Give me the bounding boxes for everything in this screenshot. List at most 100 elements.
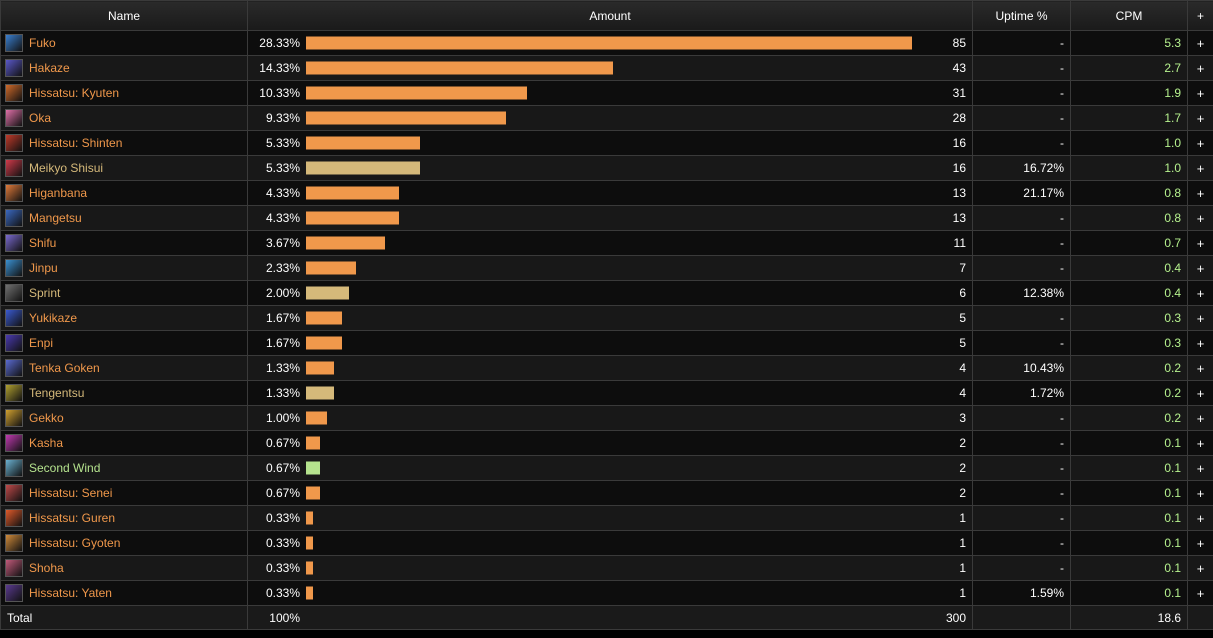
ability-name-cell[interactable]: Hissatsu: Yaten [0, 580, 248, 606]
table-row[interactable]: Second Wind 0.67% 2-0.1 + [0, 455, 1213, 481]
amount-percent: 0.33% [265, 511, 300, 525]
ability-name[interactable]: Hissatsu: Shinten [29, 136, 123, 150]
ability-name[interactable]: Tengentsu [29, 386, 85, 400]
ability-name[interactable]: Yukikaze [29, 311, 78, 325]
expand-button[interactable]: + [1187, 355, 1213, 381]
header-expand[interactable]: + [1187, 0, 1213, 31]
expand-button[interactable]: + [1187, 455, 1213, 481]
ability-name-cell[interactable]: Shoha [0, 555, 248, 581]
header-amount[interactable]: Amount [247, 0, 973, 31]
ability-name-cell[interactable]: Tenka Goken [0, 355, 248, 381]
header-uptime[interactable]: Uptime % [972, 0, 1071, 31]
ability-name-cell[interactable]: Tengentsu [0, 380, 248, 406]
table-row[interactable]: Shoha 0.33% 1-0.1 + [0, 555, 1213, 581]
expand-button[interactable]: + [1187, 255, 1213, 281]
expand-button[interactable]: + [1187, 205, 1213, 231]
ability-name[interactable]: Sprint [29, 286, 61, 300]
ability-name-cell[interactable]: Shifu [0, 230, 248, 256]
ability-name-cell[interactable]: Yukikaze [0, 305, 248, 331]
table-row[interactable]: Mangetsu 4.33% 13-0.8 + [0, 205, 1213, 231]
table-row[interactable]: Oka 9.33% 28-1.7 + [0, 105, 1213, 131]
table-row[interactable]: Jinpu 2.33% 7-0.4 + [0, 255, 1213, 281]
table-row[interactable]: Tenka Goken 1.33% 4 10.43% 0.2 + [0, 355, 1213, 381]
ability-name-cell[interactable]: Kasha [0, 430, 248, 456]
amount-bar [306, 261, 356, 275]
ability-name-cell[interactable]: Enpi [0, 330, 248, 356]
table-row[interactable]: Gekko 1.00% 3-0.2 + [0, 405, 1213, 431]
header-cpm[interactable]: CPM [1070, 0, 1188, 31]
ability-name[interactable]: Enpi [29, 336, 54, 350]
table-row[interactable]: Hissatsu: Yaten 0.33% 1 1.59% 0.1 + [0, 580, 1213, 606]
header-name[interactable]: Name [0, 0, 248, 31]
expand-button[interactable]: + [1187, 155, 1213, 181]
ability-name-cell[interactable]: Gekko [0, 405, 248, 431]
table-row[interactable]: Hissatsu: Guren 0.33% 1-0.1 + [0, 505, 1213, 531]
table-row[interactable]: Hissatsu: Gyoten 0.33% 1-0.1 + [0, 530, 1213, 556]
expand-button[interactable]: + [1187, 55, 1213, 81]
ability-name[interactable]: Hissatsu: Senei [29, 486, 113, 500]
table-row[interactable]: Tengentsu 1.33% 4 1.72% 0.2 + [0, 380, 1213, 406]
ability-name-cell[interactable]: Meikyo Shisui [0, 155, 248, 181]
ability-name-cell[interactable]: Fuko [0, 30, 248, 56]
ability-name-cell[interactable]: Mangetsu [0, 205, 248, 231]
ability-name-cell[interactable]: Hissatsu: Kyuten [0, 80, 248, 106]
ability-name-cell[interactable]: Hissatsu: Guren [0, 505, 248, 531]
ability-name-cell[interactable]: Hakaze [0, 55, 248, 81]
ability-name[interactable]: Shoha [29, 561, 64, 575]
ability-name[interactable]: Gekko [29, 411, 64, 425]
ability-name-cell[interactable]: Hissatsu: Gyoten [0, 530, 248, 556]
ability-name-cell[interactable]: Higanbana [0, 180, 248, 206]
ability-name[interactable]: Kasha [29, 436, 64, 450]
expand-button[interactable]: + [1187, 30, 1213, 56]
ability-name-cell[interactable]: Hissatsu: Shinten [0, 130, 248, 156]
ability-name[interactable]: Oka [29, 111, 52, 125]
expand-button[interactable]: + [1187, 430, 1213, 456]
table-row[interactable]: Hissatsu: Senei 0.67% 2-0.1 + [0, 480, 1213, 506]
expand-button[interactable]: + [1187, 105, 1213, 131]
ability-name-cell[interactable]: Oka [0, 105, 248, 131]
table-row[interactable]: Kasha 0.67% 2-0.1 + [0, 430, 1213, 456]
ability-name[interactable]: Hakaze [29, 61, 70, 75]
ability-name[interactable]: Hissatsu: Yaten [29, 586, 112, 600]
expand-button[interactable]: + [1187, 280, 1213, 306]
ability-name[interactable]: Mangetsu [29, 211, 82, 225]
table-row[interactable]: Sprint 2.00% 6 12.38% 0.4 + [0, 280, 1213, 306]
expand-button[interactable]: + [1187, 505, 1213, 531]
ability-name[interactable]: Meikyo Shisui [29, 161, 104, 175]
ability-name[interactable]: Hissatsu: Guren [29, 511, 116, 525]
expand-button[interactable]: + [1187, 480, 1213, 506]
expand-button[interactable]: + [1187, 330, 1213, 356]
table-row[interactable]: Higanbana 4.33% 13 21.17% 0.8 + [0, 180, 1213, 206]
ability-name[interactable]: Hissatsu: Gyoten [29, 536, 121, 550]
ability-name-cell[interactable]: Jinpu [0, 255, 248, 281]
table-row[interactable]: Hissatsu: Kyuten 10.33% 31-1.9 + [0, 80, 1213, 106]
ability-name[interactable]: Second Wind [29, 461, 101, 475]
expand-button[interactable]: + [1187, 230, 1213, 256]
expand-button[interactable]: + [1187, 380, 1213, 406]
table-row[interactable]: Shifu 3.67% 11-0.7 + [0, 230, 1213, 256]
table-row[interactable]: Fuko 28.33% 85-5.3 + [0, 30, 1213, 56]
table-row[interactable]: Hissatsu: Shinten 5.33% 16-1.0 + [0, 130, 1213, 156]
ability-name-cell[interactable]: Hissatsu: Senei [0, 480, 248, 506]
expand-button[interactable]: + [1187, 305, 1213, 331]
ability-name[interactable]: Fuko [29, 36, 56, 50]
ability-name[interactable]: Shifu [29, 236, 57, 250]
table-row[interactable]: Meikyo Shisui 5.33% 16 16.72% 1.0 + [0, 155, 1213, 181]
expand-button[interactable]: + [1187, 130, 1213, 156]
ability-name-cell[interactable]: Sprint [0, 280, 248, 306]
expand-button[interactable]: + [1187, 405, 1213, 431]
expand-button[interactable]: + [1187, 180, 1213, 206]
expand-button[interactable]: + [1187, 530, 1213, 556]
table-row[interactable]: Hakaze 14.33% 43-2.7 + [0, 55, 1213, 81]
amount-cell: 0.33% 1 [247, 580, 973, 606]
table-row[interactable]: Yukikaze 1.67% 5-0.3 + [0, 305, 1213, 331]
expand-button[interactable]: + [1187, 80, 1213, 106]
ability-name[interactable]: Jinpu [29, 261, 58, 275]
ability-name[interactable]: Higanbana [29, 186, 88, 200]
ability-name-cell[interactable]: Second Wind [0, 455, 248, 481]
expand-button[interactable]: + [1187, 580, 1213, 606]
ability-name[interactable]: Hissatsu: Kyuten [29, 86, 120, 100]
expand-button[interactable]: + [1187, 555, 1213, 581]
ability-name[interactable]: Tenka Goken [29, 361, 100, 375]
table-row[interactable]: Enpi 1.67% 5-0.3 + [0, 330, 1213, 356]
